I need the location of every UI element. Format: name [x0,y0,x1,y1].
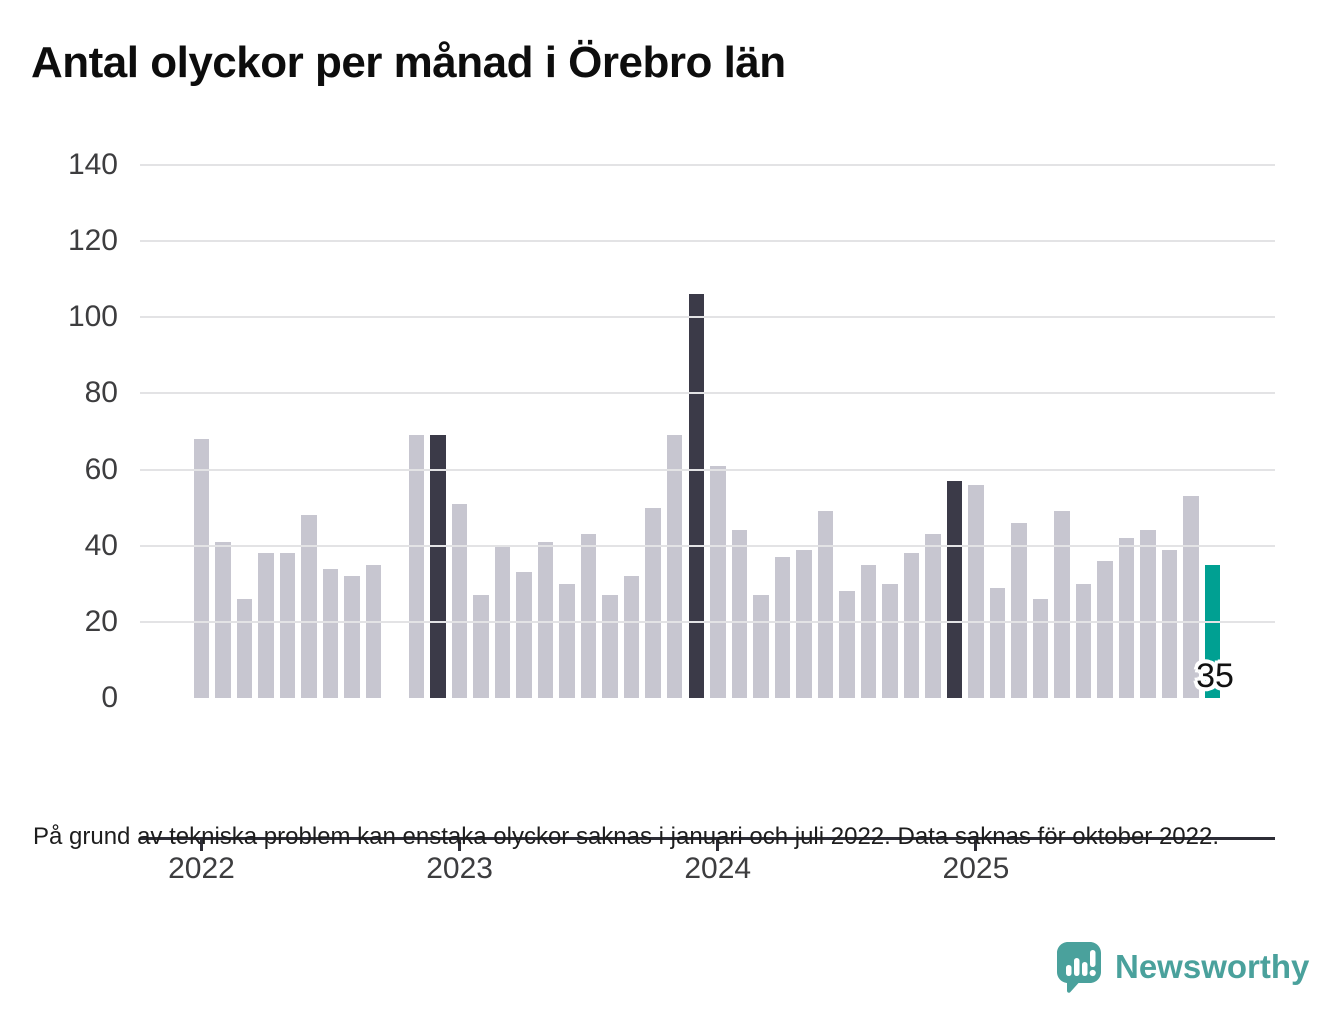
gridline [140,468,1275,471]
bar-chart: 2025 2024 2023 2022 140 120 100 80 60 40 20 0 35 [0,140,1340,885]
newsworthy-logo: Newsworthy [1056,940,1309,996]
x-axis-tick [200,840,203,851]
chart-title: Antal olyckor per månad i Örebro län [31,38,786,87]
y-tick-label: 80 [84,376,118,410]
gridline [140,316,1275,319]
bar [279,553,296,698]
newsworthy-logo-text: Newsworthy [1115,948,1310,985]
bar [602,595,618,698]
bar [666,435,683,698]
gridline [140,240,1275,243]
bar [193,439,210,698]
bar [580,534,597,698]
bar [537,541,554,698]
bar [473,595,489,698]
x-tick-label: 2024 [684,852,752,885]
bar [860,564,877,698]
bar [301,515,317,698]
bar [451,503,468,698]
bar [1097,560,1113,698]
x-axis-tick [458,840,462,851]
bar [796,549,812,698]
bar [408,435,425,698]
gridline [140,544,1275,547]
bar [623,576,640,698]
gridline [140,392,1275,395]
latest-value-label: 35 [1196,657,1234,695]
footnote: På grund av tekniska problem kan enstaka… [33,823,1220,850]
bar [559,583,575,698]
bar [215,541,231,698]
y-tick-label: 100 [67,300,118,334]
y-tick-label: 120 [67,224,118,258]
x-tick-label: 2023 [426,852,493,885]
bar [365,564,382,698]
bar [946,481,963,698]
bar [968,484,984,698]
bar [688,294,704,698]
x-axis-tick [974,840,978,851]
newsworthy-logo-icon [1057,942,1101,993]
bar [903,553,920,698]
bar [236,599,253,698]
bar [1054,511,1070,698]
bar [1011,522,1027,698]
bar [817,511,834,698]
bar [731,530,748,698]
bar [1161,549,1178,698]
bar [430,435,446,698]
y-tick-label: 40 [84,528,118,562]
bar [989,587,1006,698]
y-tick-label: 140 [67,148,118,182]
y-tick-label: 60 [84,452,118,486]
bar [753,595,769,698]
bar [516,572,532,698]
bar [774,557,791,698]
x-tick-label: 2025 [942,852,1010,885]
y-tick-label: 20 [84,604,118,638]
x-tick-label: 2022 [168,852,235,885]
bar [258,553,274,698]
bar [1032,599,1049,698]
bar [1204,564,1221,698]
bar [322,568,339,698]
x-axis-line [140,837,1275,840]
bar [925,534,941,698]
bar [882,583,898,698]
bar [839,591,855,698]
bar [344,576,360,698]
gridline [140,620,1275,623]
bar [1118,538,1135,698]
gridline [140,164,1275,167]
bar [1075,583,1092,698]
bar [645,507,661,698]
bar [1140,530,1156,698]
bar [710,465,726,698]
y-tick-label: 0 [101,680,118,714]
x-axis-tick [716,840,720,851]
